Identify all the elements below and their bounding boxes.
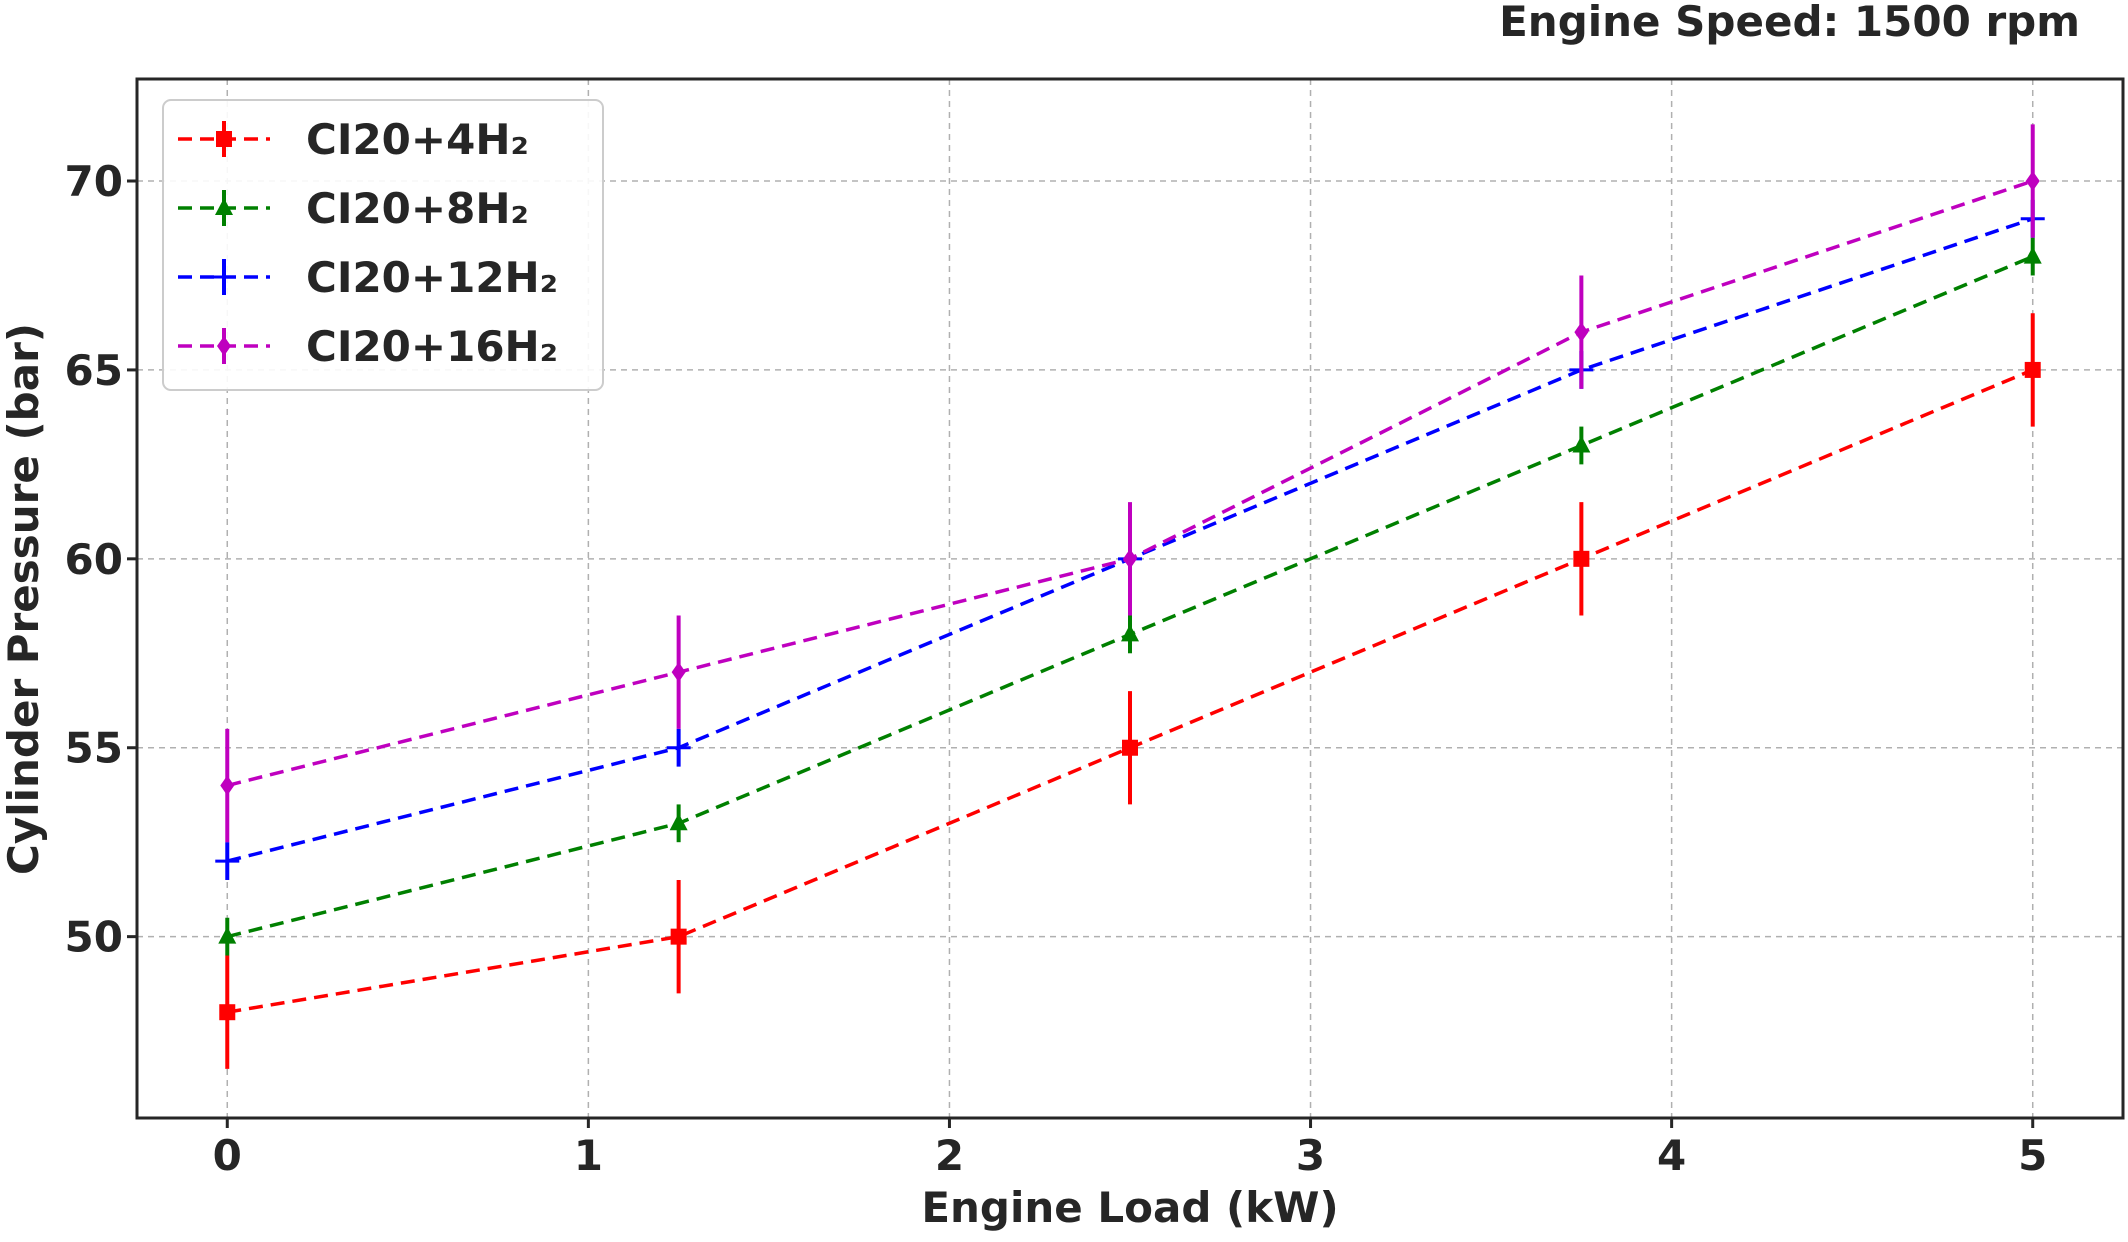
legend-marker bbox=[212, 265, 236, 289]
x-tick-label: 2 bbox=[935, 1131, 964, 1180]
data-point bbox=[666, 735, 691, 760]
legend-entry: CI20+12H₂ bbox=[178, 253, 558, 302]
x-tick-label: 3 bbox=[1296, 1131, 1325, 1180]
data-point bbox=[1122, 739, 1138, 756]
legend-label: CI20+12H₂ bbox=[306, 253, 558, 302]
x-tick-label: 1 bbox=[574, 1131, 603, 1180]
data-point bbox=[2025, 171, 2040, 192]
y-axis-label: Cylinder Pressure (bar) bbox=[0, 323, 48, 875]
x-tick-label: 4 bbox=[1657, 1131, 1686, 1180]
data-point bbox=[671, 662, 686, 683]
legend-label: CI20+16H₂ bbox=[306, 322, 558, 371]
data-point bbox=[2024, 361, 2041, 378]
data-point bbox=[670, 928, 687, 945]
series-1 bbox=[219, 313, 2041, 1069]
y-tick-label: 50 bbox=[65, 913, 123, 962]
data-point bbox=[1574, 322, 1589, 343]
y-tick-label: 65 bbox=[65, 346, 123, 395]
data-point bbox=[2023, 246, 2042, 264]
legend-box bbox=[162, 99, 604, 391]
y-tick-label: 70 bbox=[65, 157, 123, 206]
legend-label: CI20+8H₂ bbox=[306, 184, 529, 233]
plot-series bbox=[215, 124, 2045, 1069]
series-4 bbox=[220, 124, 2040, 843]
data-point bbox=[669, 813, 688, 831]
y-tick-label: 55 bbox=[65, 724, 123, 773]
data-point bbox=[218, 926, 237, 944]
chart-annotation: Engine Speed: 1500 rpm bbox=[1499, 0, 2080, 46]
data-point bbox=[219, 1004, 236, 1021]
data-point bbox=[1573, 550, 1590, 567]
data-point bbox=[1121, 624, 1139, 642]
legend-entry: CI20+4H₂ bbox=[178, 115, 529, 164]
legend-marker bbox=[217, 336, 231, 356]
x-axis-label: Engine Load (kW) bbox=[921, 1183, 1338, 1232]
legend-entry: CI20+16H₂ bbox=[178, 322, 558, 371]
legend-marker bbox=[215, 198, 233, 215]
y-tick-label: 60 bbox=[65, 535, 123, 584]
x-tick-label: 0 bbox=[213, 1131, 242, 1180]
data-point bbox=[1572, 435, 1591, 453]
data-point bbox=[220, 775, 235, 796]
data-point bbox=[1123, 548, 1137, 569]
legend-label: CI20+4H₂ bbox=[306, 115, 529, 164]
legend-entry: CI20+8H₂ bbox=[178, 184, 529, 233]
legend-marker bbox=[216, 131, 232, 147]
legend: CI20+4H₂ CI20+8H₂ CI20+12H₂ CI20+16H₂ bbox=[162, 99, 604, 391]
plot-frame bbox=[135, 77, 2125, 1120]
data-point bbox=[215, 849, 240, 874]
x-tick-label: 5 bbox=[2018, 1131, 2047, 1180]
series-2 bbox=[218, 237, 2042, 956]
